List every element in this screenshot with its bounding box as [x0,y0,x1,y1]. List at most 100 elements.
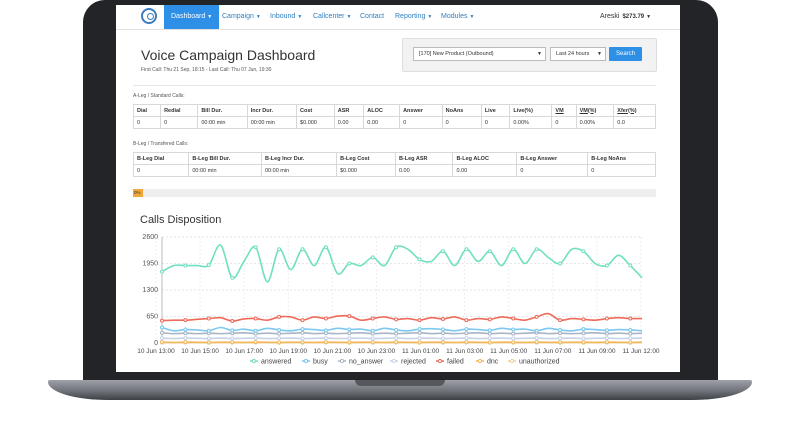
filter-panel: [170] New Product (Outbound) ▼ Last 24 ho… [402,38,657,72]
data-point-busy [277,327,282,332]
data-point-dnc [253,340,258,345]
x-tick-label: 10 Jun 17:00 [225,348,263,355]
data-point-rejected [347,336,352,341]
x-tick-label: 10 Jun 21:00 [314,348,352,355]
data-point-rejected [230,336,235,341]
data-point-busy [464,327,469,332]
data-point-no_answer [347,331,352,336]
b-leg-cell-2: 00:00 min [260,164,338,177]
data-point-dnc [370,340,375,345]
data-point-rejected [370,336,375,341]
data-point-no_answer [581,331,586,336]
data-point-busy [230,328,235,333]
x-tick-label: 11 Jun 07:00 [534,348,571,355]
search-button[interactable]: Search [609,47,642,61]
data-point-no_answer [394,331,399,336]
b-leg-cell-1: 00:00 min [188,164,262,177]
data-point-answered [230,275,235,280]
data-point-failed [604,316,609,321]
legend-label-failed: failed [447,359,464,366]
x-tick-label: 11 Jun 05:00 [490,348,527,355]
x-tick-label: 10 Jun 13:00 [137,348,175,355]
data-point-answered [511,247,516,252]
data-point-answered [487,249,492,254]
legend-label-no_answer: no_answer [349,359,384,366]
chart-title: Calls Disposition [140,214,222,226]
data-point-answered [558,261,563,266]
data-point-rejected [206,336,211,341]
data-point-failed [464,318,469,323]
table-row: 0 0 00:00 min 00:00 min $0.000 0.00 0.00 0 0 0 0.0… [132,116,656,129]
nav-contact[interactable]: Contact [360,5,384,29]
data-point-dnc [464,340,469,345]
data-point-failed [417,318,422,323]
data-point-dnc [558,340,563,345]
x-tick-label: 11 Jun 12:00 [622,348,659,355]
nav-reporting[interactable]: Reporting ▼ [395,5,432,29]
data-point-dnc [160,340,164,345]
y-tick-label: 1300 [142,287,158,294]
a-leg-cell-11: 0 [551,116,577,129]
nav-inbound[interactable]: Inbound ▼ [270,5,302,29]
legend-label-unauthorized: unauthorized [519,359,560,366]
data-point-failed [628,316,633,321]
data-point-rejected [628,336,633,341]
header-divider [133,85,656,86]
caret-down-icon: ▼ [427,14,433,20]
user-menu[interactable]: Areski $273.79 ▼ [600,5,651,29]
data-point-rejected [300,336,305,341]
legend-label-dnc: dnc [487,359,499,366]
data-point-busy [323,328,328,333]
data-point-failed [534,314,539,319]
data-point-busy [347,327,352,332]
x-tick-label: 10 Jun 19:00 [269,348,307,355]
legend-dot-rejected [391,358,397,364]
data-point-answered [628,263,633,268]
progress-bar: 0% [133,189,656,197]
nav-callcenter[interactable]: Callcenter ▼ [313,5,351,29]
data-point-rejected [440,336,445,341]
nav-modules[interactable]: Modules ▼ [441,5,474,29]
data-point-answered [581,249,586,254]
a-leg-cell-4: $0.000 [296,116,335,129]
data-point-rejected [394,336,399,341]
select-arrow-icon: ▼ [597,51,602,57]
data-point-busy [183,327,188,332]
campaign-select[interactable]: [170] New Product (Outbound) ▼ [413,47,546,61]
data-point-rejected [604,336,609,341]
legend-dot-busy [303,358,309,364]
data-point-busy [511,327,516,332]
campaign-select-value: [170] New Product (Outbound) [419,51,494,57]
nav-inbound-label: Inbound [270,13,296,20]
series-line-failed [161,312,643,322]
a-leg-cell-2: 00:00 min [197,116,248,129]
data-point-rejected [558,336,563,341]
nav-campaign[interactable]: Campaign ▼ [222,5,261,29]
data-point-dnc [440,340,445,345]
y-tick-label: 2600 [142,234,158,241]
period-select[interactable]: Last 24 hours ▼ [550,47,606,61]
nav-contact-label: Contact [360,13,385,20]
data-point-answered [347,261,352,266]
data-point-dnc [628,340,633,345]
legend-dot-dnc [477,358,483,364]
data-point-answered [370,255,375,260]
data-point-failed [558,318,563,323]
data-point-dnc [394,340,399,345]
data-point-no_answer [440,331,445,336]
data-point-dnc [604,340,609,345]
data-point-no_answer [558,331,563,336]
data-point-busy [534,328,539,333]
data-point-no_answer [183,331,188,336]
data-point-failed [230,318,235,323]
data-point-answered [464,247,469,252]
data-point-rejected [253,336,258,341]
logo-icon[interactable] [141,8,157,24]
screen: Dashboard ▼ Campaign ▼ Inbound ▼ Callcenter… [116,5,680,372]
data-point-busy [300,327,305,332]
data-point-failed [277,314,282,319]
data-point-answered [183,263,188,268]
calls-disposition-chart: 2600 1950 1300 650 010 Jun 13:00 10 Jun 15:00… [137,234,660,366]
nav-dashboard[interactable]: Dashboard ▼ [164,5,220,29]
data-point-rejected [323,336,328,341]
